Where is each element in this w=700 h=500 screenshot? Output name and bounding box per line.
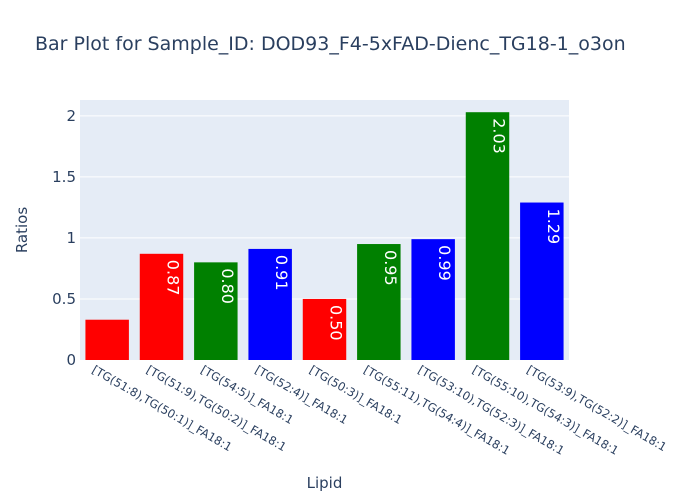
bar	[194, 262, 238, 360]
bar-value-label: 0.80	[218, 268, 237, 304]
y-tick-label: 2	[66, 107, 76, 125]
bar-value-label: 0.87	[164, 260, 183, 296]
bar	[465, 112, 510, 360]
bar-value-label: 2.03	[490, 118, 509, 154]
bar	[139, 253, 184, 360]
chart-title: Bar Plot for Sample_ID: DOD93_F4-5xFAD-D…	[35, 33, 626, 55]
bar-value-labels: 0.87 0.80 0.91 0.50 0.95 0.99 2.03 1.29	[164, 118, 563, 340]
bar	[411, 239, 455, 360]
bar-value-label: 0.99	[435, 245, 454, 281]
y-tick-label: 1.5	[52, 168, 76, 186]
bar	[357, 244, 401, 360]
bar-value-label: 0.95	[381, 250, 400, 286]
bar-value-label: 1.29	[544, 209, 563, 245]
y-tick-label: 1	[66, 229, 76, 247]
bar	[302, 298, 347, 360]
x-axis-title: Lipid	[307, 474, 343, 492]
y-tick-label: 0.5	[52, 290, 76, 308]
y-tick-label: 0	[66, 351, 76, 369]
y-axis-title: Ratios	[13, 207, 31, 254]
bar	[248, 248, 292, 360]
bar-value-label: 0.50	[327, 305, 346, 341]
bar	[85, 319, 129, 360]
y-axis-ticks: 0 0.5 1 1.5 2	[52, 107, 76, 369]
bar-value-label: 0.91	[272, 255, 291, 291]
bar	[520, 202, 564, 360]
bars	[85, 112, 564, 360]
x-axis-ticks: [TG(51:8),TG(50:1)]_FA18:1[TG(51:9),TG(5…	[90, 362, 669, 457]
